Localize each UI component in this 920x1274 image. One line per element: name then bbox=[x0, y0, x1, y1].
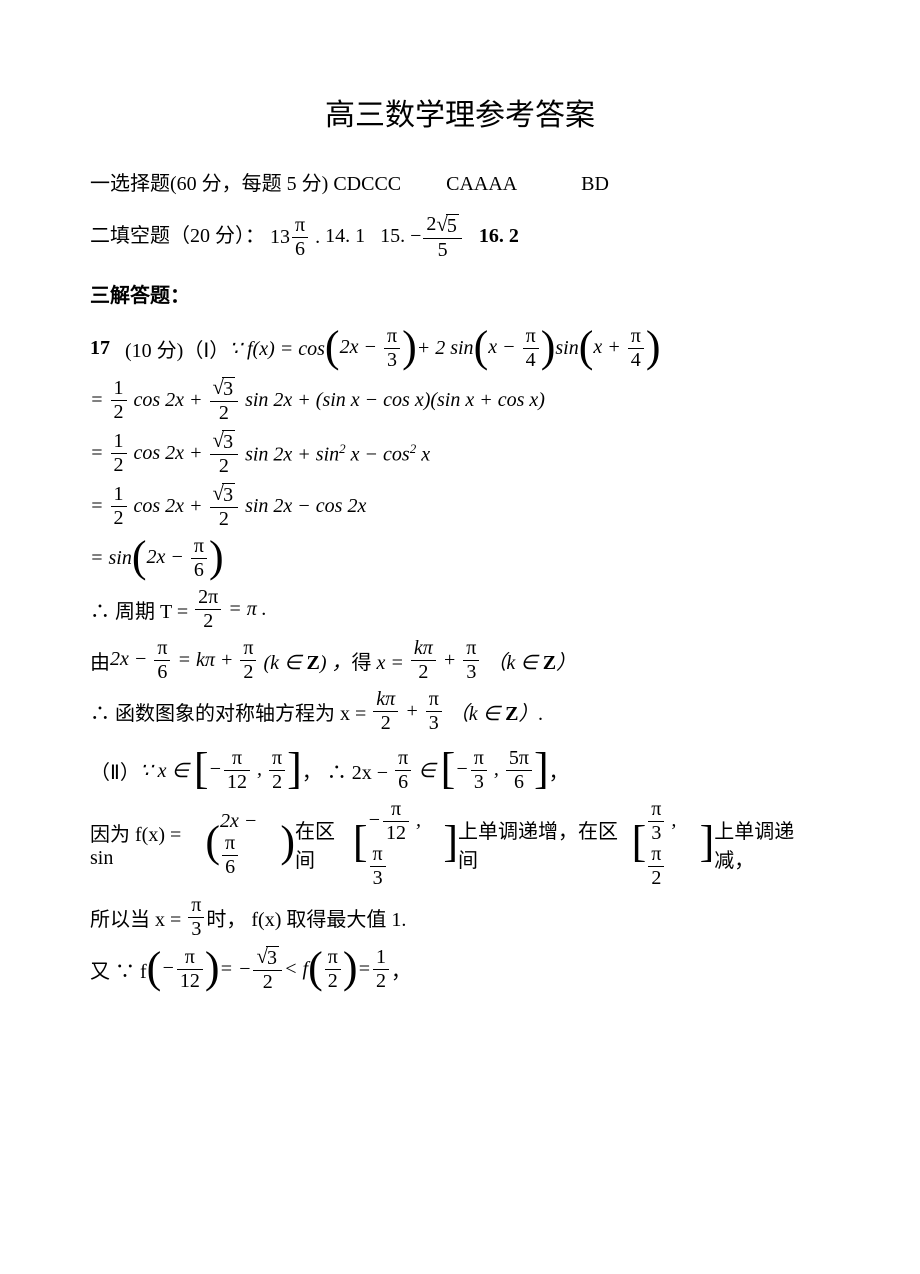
q15-den: 5 bbox=[423, 239, 462, 261]
page-title: 高三数学理参考答案 bbox=[90, 90, 830, 134]
q17-p1-label: （Ⅰ） bbox=[183, 334, 229, 363]
q13-prefix: 13 bbox=[270, 226, 290, 248]
q17-compare: 又 ∵ f ( −π12 ) = − √32 < f ( π2 ) = 12 ， bbox=[90, 946, 830, 993]
q17-plus1: + 2 sin bbox=[417, 337, 474, 360]
q13-den: 6 bbox=[292, 238, 308, 260]
q16: 16. 2 bbox=[479, 225, 519, 247]
q17-axis-solve: 由 2x − π6 = kπ + π2 (k ∈ Z) ，得 x = kπ2 +… bbox=[90, 638, 830, 683]
q13-suffix: . bbox=[310, 226, 320, 248]
q17-step3: = 12 cos 2x + √32 sin 2x − cos 2x bbox=[90, 483, 830, 530]
q17-step4: = sin ( 2x − π6 ) bbox=[90, 536, 830, 581]
answers-2: CAAAA bbox=[446, 173, 516, 195]
q17-t3: x + π4 bbox=[593, 326, 645, 371]
q17-t1: 2x − π3 bbox=[340, 326, 402, 371]
q17-max: 所以当 x = π3 时， f(x) 取得最大值 1. bbox=[90, 895, 830, 940]
q15-prefix: 15. bbox=[380, 225, 410, 247]
answers-3: BD bbox=[581, 173, 609, 195]
q13-num: π bbox=[292, 215, 308, 238]
q17-p2-label: （Ⅱ） bbox=[90, 756, 140, 785]
q17-given: 17 (10 分) （Ⅰ） ∵ f(x) = cos ( 2x − π3 ) +… bbox=[90, 326, 830, 371]
q17-points: (10 分) bbox=[125, 334, 183, 363]
q17-axis-conclusion: ∴ 函数图象的对称轴方程为 x = kπ2 + π3 （k ∈ Z）. bbox=[90, 689, 830, 734]
section1-line: 一选择题(60 分，每题 5 分) CDCCC CAAAA BD bbox=[90, 162, 830, 206]
section2-label: 二填空题（20 分）： bbox=[90, 225, 265, 247]
q17-monotone: 因为 f(x) = sin ( 2x − π6 ) 在区间 [ −π12 , π… bbox=[90, 799, 830, 889]
q17-number: 17 bbox=[90, 337, 110, 360]
answers-1: CDCCC bbox=[333, 173, 401, 195]
q17-step2: = 12 cos 2x + √32 sin 2x + sin2 x − cos2… bbox=[90, 430, 830, 477]
section2-line: 二填空题（20 分）： 13π6 . 14. 1 15. −2√55 16. 2 bbox=[90, 214, 830, 261]
section3-label: 三解答题： bbox=[90, 279, 830, 308]
q17-sin2: sin bbox=[555, 337, 578, 360]
q17-p2-domain: （Ⅱ） ∵ x ∈ [ −π12 , π2 ] ， ∴ 2x − π6 ∈ [ … bbox=[90, 748, 830, 793]
section1-label: 一选择题(60 分，每题 5 分) bbox=[90, 173, 328, 195]
q15-neg: − bbox=[410, 225, 421, 247]
q14: 14. 1 bbox=[325, 225, 365, 247]
q17-lead: ∵ f(x) = cos bbox=[229, 336, 325, 361]
q15-num: 2√5 bbox=[423, 214, 462, 239]
q17-t2: x − π4 bbox=[488, 326, 540, 371]
q17-step1: = 12 cos 2x + √32 sin 2x + (sin x − cos … bbox=[90, 377, 830, 424]
q17-period: ∴ 周期 T = 2π2 = π . bbox=[90, 587, 830, 632]
